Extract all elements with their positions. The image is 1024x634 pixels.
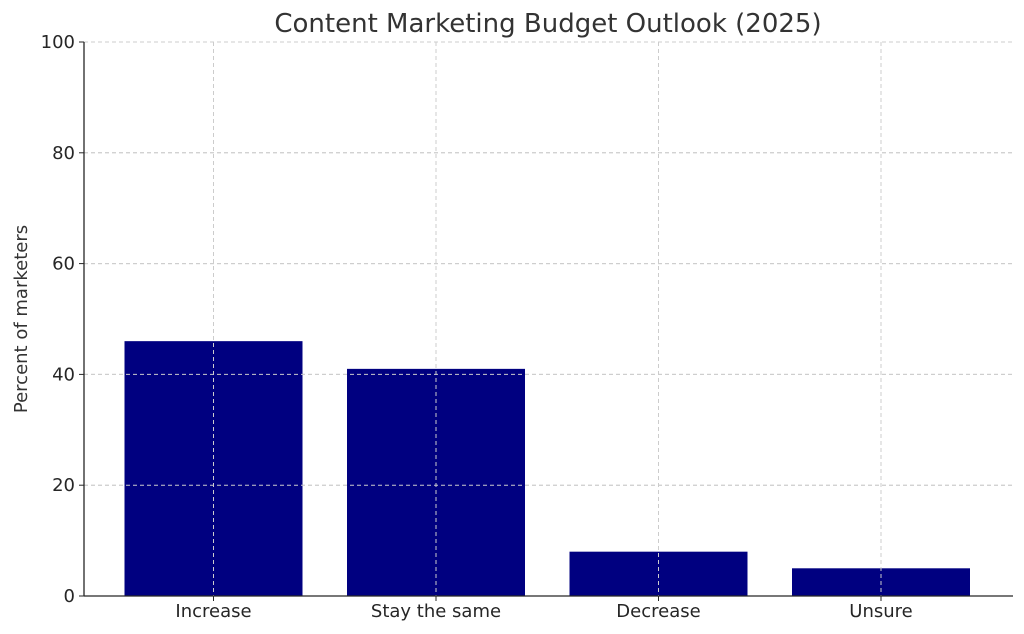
y-tick-label: 100 <box>41 32 75 53</box>
x-tick-label: Stay the same <box>371 601 501 622</box>
y-tick-label: 40 <box>52 364 75 385</box>
x-tick-labels: Increase Stay the same Decrease Unsure <box>175 601 912 622</box>
bars <box>124 341 970 596</box>
chart-title: Content Marketing Budget Outlook (2025) <box>274 9 821 39</box>
y-tick-label: 20 <box>52 475 75 496</box>
y-tick-labels: 0 20 40 60 80 100 <box>41 32 75 607</box>
y-axis-label: Percent of marketers <box>11 225 32 413</box>
y-tick-label: 80 <box>52 143 75 164</box>
grid-overlay <box>84 41 1013 597</box>
x-tick-label: Increase <box>175 601 251 622</box>
axes <box>79 41 1013 601</box>
x-tick-label: Unsure <box>849 601 912 622</box>
y-tick-label: 0 <box>64 586 75 607</box>
y-tick-label: 60 <box>52 254 75 275</box>
x-tick-label: Decrease <box>616 601 700 622</box>
